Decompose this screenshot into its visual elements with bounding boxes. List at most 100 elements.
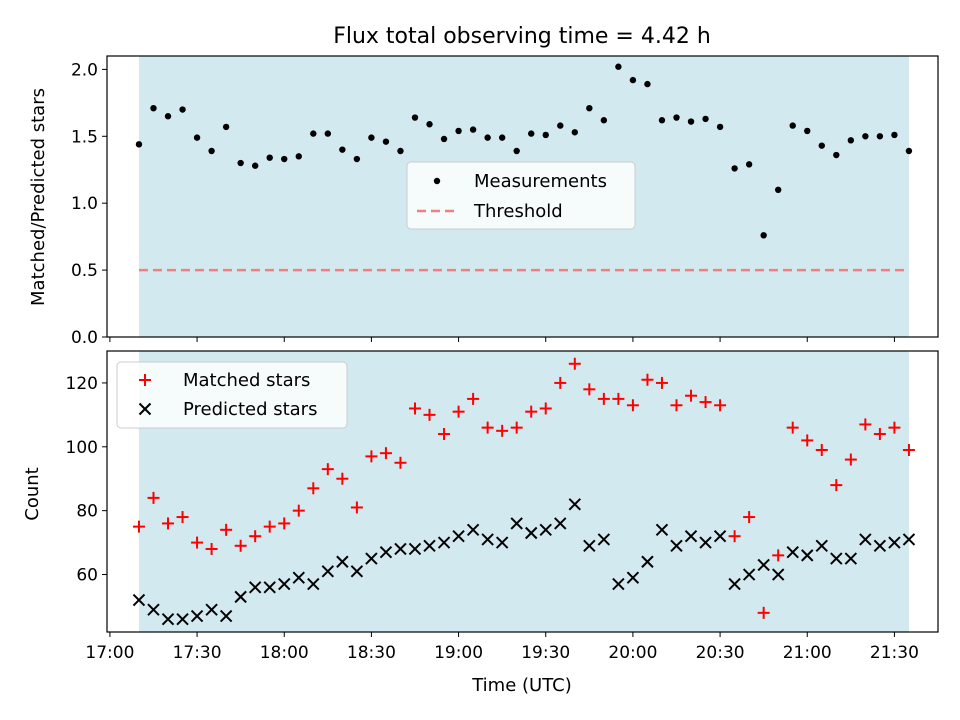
- y-tick-label: 60: [76, 566, 98, 586]
- x-tick-label: 18:30: [347, 643, 396, 663]
- matched-star-point: [714, 399, 727, 412]
- predicted-star-point: [248, 581, 262, 594]
- predicted-star-point: [830, 552, 843, 565]
- measurement-point: [804, 127, 811, 135]
- predicted-star-point: [554, 517, 567, 530]
- measurement-point: [150, 104, 157, 112]
- predicted-star-point: [597, 533, 611, 546]
- measurement-point: [586, 104, 593, 112]
- matched-star-point: [539, 402, 552, 415]
- matched-star-point: [336, 472, 349, 485]
- matched-star-point: [379, 447, 392, 460]
- predicted-star-point: [176, 613, 189, 626]
- legend-measurement-marker: [433, 177, 441, 185]
- measurement-point: [193, 134, 201, 141]
- measurement-point: [745, 161, 753, 168]
- measurement-point: [222, 123, 230, 131]
- predicted-star-point: [670, 539, 683, 552]
- predicted-star-point: [583, 539, 596, 552]
- matched-star-point: [859, 418, 872, 431]
- predicted-star-point: [684, 529, 698, 543]
- y-tick-label: 100: [66, 438, 98, 458]
- measurement-point: [731, 165, 738, 172]
- matched-star-point: [844, 453, 857, 466]
- measurement-point: [876, 133, 884, 140]
- measurement-point: [411, 114, 419, 121]
- x-tick-label: 17:00: [85, 643, 134, 663]
- predicted-star-point: [365, 552, 378, 565]
- matched-star-point: [423, 408, 436, 421]
- top-panel: 0.0 0.5 1.0 1.5 2.0 Measurements Threshold: [71, 55, 939, 348]
- predicted-star-point: [292, 571, 305, 584]
- measurement-point: [513, 147, 520, 155]
- matched-star-point: [757, 606, 770, 619]
- predicted-star-point: [757, 558, 770, 572]
- measurement-point: [179, 106, 186, 113]
- matched-star-point: [438, 428, 451, 441]
- legend-predicted-label: Predicted stars: [183, 399, 317, 420]
- measurement-point: [498, 134, 506, 141]
- matched-star-point: [394, 456, 407, 469]
- predicted-star-point: [263, 581, 276, 594]
- matched-star-point: [132, 520, 145, 533]
- legend-matched-marker: [139, 374, 151, 386]
- measurement-point: [658, 117, 666, 124]
- matched-star-point: [292, 504, 305, 517]
- matched-star-point: [801, 434, 814, 447]
- measurement-point: [716, 123, 724, 131]
- measurement-point: [484, 134, 491, 141]
- measurement-point: [469, 126, 477, 133]
- legend-box: [116, 361, 348, 429]
- matched-star-point: [830, 479, 843, 492]
- predicted-star-point: [888, 536, 901, 549]
- x-tick-label: 20:30: [696, 643, 745, 663]
- matched-star-point: [408, 402, 421, 415]
- matched-star-point: [496, 424, 509, 437]
- measurement-point: [542, 131, 549, 139]
- y-tick-label: 1.0: [71, 194, 98, 214]
- measurement-point: [440, 135, 448, 143]
- predicted-star-point: [394, 542, 407, 556]
- predicted-star-point: [786, 545, 799, 559]
- predicted-star-point: [350, 565, 364, 578]
- predicted-star-point: [525, 526, 538, 540]
- x-tick-label: 19:30: [521, 643, 570, 663]
- matched-star-point: [626, 399, 639, 412]
- predicted-star-point: [307, 577, 320, 591]
- matched-star-point: [481, 421, 494, 434]
- predicted-star-point: [713, 529, 727, 543]
- matched-star-point: [234, 539, 247, 552]
- legend-threshold-label: Threshold: [473, 201, 563, 222]
- predicted-star-point: [205, 603, 218, 616]
- matched-star-point: [728, 530, 741, 543]
- predicted-star-point: [466, 523, 480, 537]
- measurement-point: [135, 141, 143, 148]
- legend-box: [406, 161, 636, 230]
- top-ylabel: Matched/Predicted stars: [28, 88, 49, 306]
- y-tick-label: 1.5: [71, 127, 98, 147]
- measurement-point: [528, 130, 535, 137]
- matched-star-point: [525, 405, 538, 418]
- measurement-point: [426, 121, 433, 128]
- measurement-point: [164, 113, 172, 120]
- matched-star-point: [307, 482, 320, 495]
- measurement-point: [905, 147, 913, 155]
- measurement-point: [862, 133, 869, 140]
- bottom-panel: 60 80 100 120 17:00 17:30 18:00 18:30 19:00 19:30…: [66, 350, 939, 663]
- measurement-point: [368, 134, 375, 141]
- y-tick-label: 80: [76, 502, 98, 522]
- predicted-star-point: [902, 533, 916, 546]
- legend-matched-label: Matched stars: [183, 370, 310, 391]
- measurement-point: [833, 151, 840, 159]
- measurement-point: [397, 147, 404, 155]
- y-tick-label: 120: [66, 374, 98, 394]
- chart-title: Flux total observing time = 4.42 h: [333, 24, 711, 49]
- measurement-point: [600, 117, 608, 124]
- predicted-star-point: [321, 565, 335, 578]
- matched-star-point: [452, 405, 465, 418]
- measurement-point: [615, 63, 622, 70]
- measurement-point: [818, 142, 825, 149]
- matched-star-point: [263, 520, 276, 533]
- predicted-star-point: [234, 590, 247, 604]
